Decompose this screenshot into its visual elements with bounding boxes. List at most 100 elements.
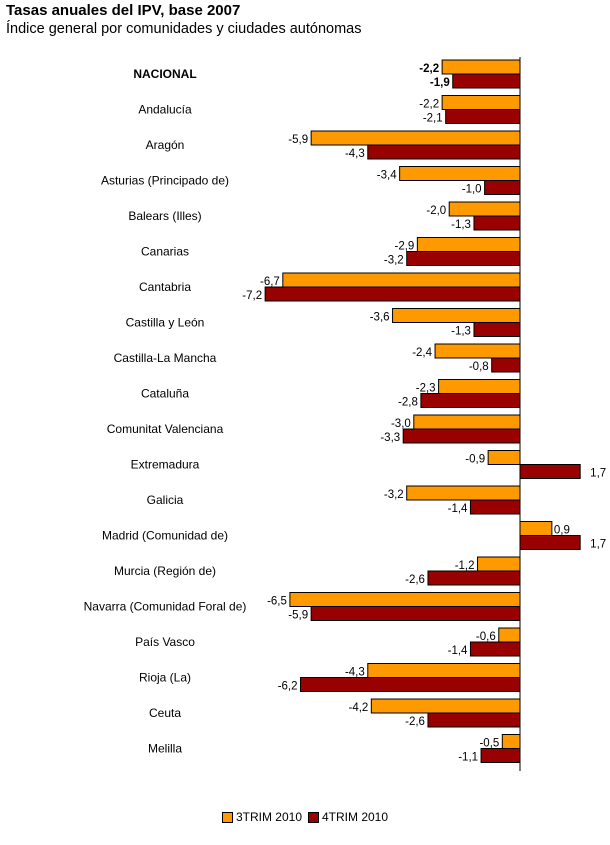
data-label: -6,2 [278,681,298,693]
legend-item-3trim: 3TRIM 2010 [221,810,302,824]
data-label: -2,0 [426,205,446,217]
category-label: Andalucía [138,103,192,117]
bar-4trim [452,73,521,89]
data-label: -2,4 [412,347,432,359]
bar-4trim [427,570,521,586]
data-label: -0,9 [465,454,485,466]
bar-4trim [445,109,521,124]
data-label: -1,4 [448,503,468,515]
category-label: Galicia [147,493,184,507]
data-label: -3,0 [391,418,411,430]
bar-4trim [473,322,521,337]
data-label: -4,3 [345,667,365,679]
bar-4trim [519,464,581,479]
category-label: Murcia (Región de) [114,564,216,578]
category-label: Castilla-La Mancha [114,351,217,365]
bar-4trim [473,215,521,231]
category-label: Navarra (Comunidad Foral de) [84,600,247,614]
data-label: -2,1 [423,113,443,125]
bar-3trim [399,166,521,181]
data-label: -1,0 [462,184,482,196]
data-label: 1,7 [590,468,606,480]
legend-label-3trim: 3TRIM 2010 [235,810,302,824]
bar-3trim [438,379,521,394]
bar-3trim [413,414,521,430]
data-label: -1,9 [430,77,450,89]
data-label: -1,3 [451,219,471,231]
category-label: Asturias (Principado de) [101,174,229,188]
bar-3trim [392,308,521,323]
category-label: Cantabria [139,280,191,294]
bar-3trim [370,698,521,714]
bar-4trim [484,180,521,195]
bar-4trim [300,677,521,692]
bar-3trim [487,450,521,465]
data-label: -0,5 [479,738,499,750]
category-label: Melilla [148,742,182,756]
bar-3trim [448,201,521,217]
bar-3trim [310,130,521,146]
bar-3trim [367,663,521,678]
chart-title: Tasas anuales del IPV, base 2007 [6,2,241,19]
bar-3trim [477,556,521,572]
category-label: Balears (Illes) [128,209,201,223]
legend-item-4trim: 4TRIM 2010 [308,810,388,824]
bar-4trim [406,251,521,266]
category-label: NACIONAL [133,67,196,81]
data-label: -6,7 [260,276,280,288]
data-label: -3,6 [370,312,390,324]
category-label: Extremadura [131,458,200,472]
data-label: -1,2 [455,560,475,572]
bar-3trim [441,95,521,110]
data-label: -4,2 [348,702,368,714]
bar-3trim [501,734,521,749]
data-label: -2,2 [419,63,439,75]
data-label: -5,9 [288,134,308,146]
data-label: -5,9 [288,610,308,622]
data-label: -2,2 [419,99,439,111]
bar-chart: NACIONAL -2,2 -1,9 Andalucía -2,2 -2,1 Aragón -… [84,57,606,771]
bar-4trim [367,144,521,160]
bar-3trim [416,237,521,252]
bar-4trim [402,428,521,444]
bar-4trim [427,712,521,728]
bar-3trim [289,592,521,607]
bar-3trim [519,521,553,536]
bar-4trim [469,641,521,657]
bar-4trim [469,499,521,515]
category-label: Canarias [141,245,189,259]
category-label: País Vasco [135,635,195,649]
data-label: -7,2 [242,290,262,302]
bar-3trim [406,485,521,501]
bar-4trim [420,393,521,408]
bar-3trim [282,272,521,288]
bar-4trim [264,286,521,302]
data-label: 0,9 [554,525,570,537]
category-label: Ceuta [149,706,181,720]
category-label: Castilla y León [126,316,205,330]
data-label: -0,8 [469,361,489,373]
legend-swatch-3trim [221,811,233,823]
bar-3trim [498,627,521,643]
data-label: 1,7 [590,539,606,551]
data-label: -2,9 [395,241,415,253]
bar-3trim [441,59,521,75]
data-label: -0,6 [476,631,496,643]
category-label: Madrid (Comunidad de) [102,529,228,543]
data-label: -3,2 [384,489,404,501]
legend-label-4trim: 4TRIM 2010 [322,810,389,824]
category-label: Cataluña [141,387,189,401]
data-label: -2,8 [398,397,418,409]
data-label: -3,4 [377,170,397,182]
data-label: -3,3 [380,432,400,444]
data-label: -1,4 [448,645,468,657]
category-label: Aragón [146,138,185,152]
legend: 3TRIM 2010 4TRIM 2010 [0,810,610,824]
data-label: -2,6 [405,716,425,728]
data-label: -3,2 [384,255,404,267]
bar-4trim [491,357,521,373]
bar-4trim [480,748,521,763]
data-label: -1,1 [458,752,478,764]
chart-subtitle: Índice general por comunidades y ciudade… [6,21,362,37]
data-label: -6,5 [267,596,287,608]
